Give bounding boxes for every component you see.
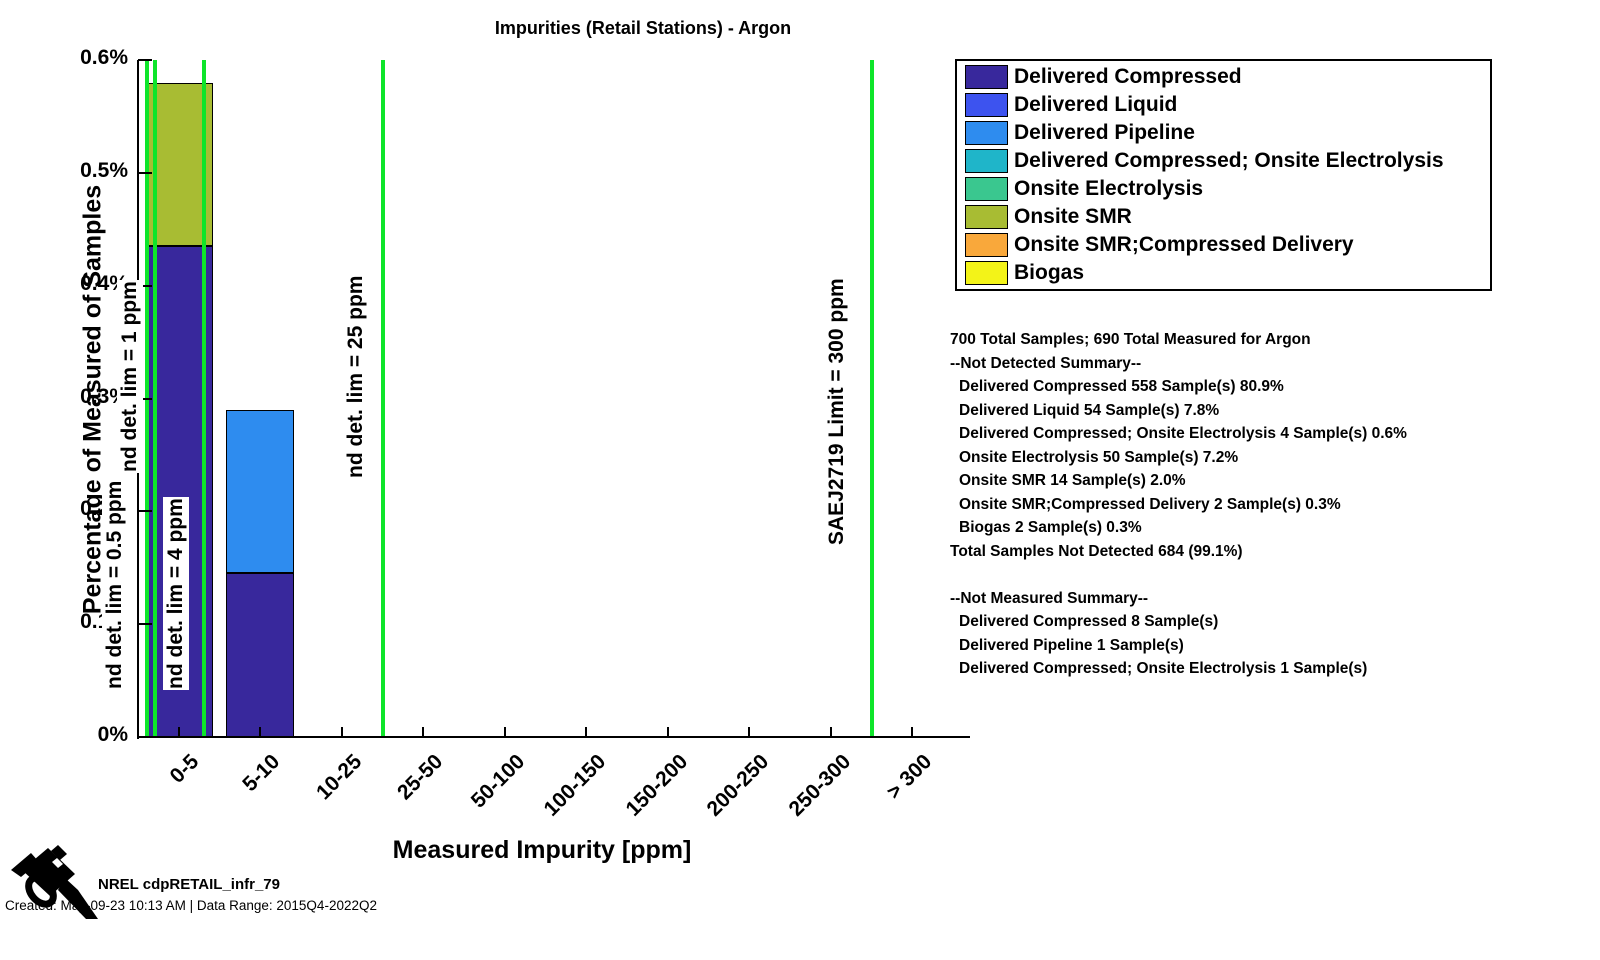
y-tick-0.4% [138, 284, 152, 287]
x-tick-200-250 [748, 727, 751, 737]
summary-line: Onsite Electrolysis 50 Sample(s) 7.2% [959, 448, 1239, 466]
footer-created-line: Created: May-09-23 10:13 AM | Data Range… [5, 898, 377, 913]
limit-line-25ppm [380, 60, 385, 737]
limit-label-0.5ppm: nd det. lim = 0.5 ppm [102, 479, 128, 690]
x-tick-50-100 [503, 727, 506, 737]
x-axis [137, 736, 970, 738]
y-tick-0.6% [138, 59, 152, 61]
legend-label: Delivered Liquid [1014, 93, 1178, 116]
legend-swatch-icon [965, 65, 1008, 89]
y-tick-label: 0.6% [80, 46, 128, 69]
y-tick-label: 0% [97, 723, 128, 746]
summary-line: 700 Total Samples; 690 Total Measured fo… [950, 331, 1311, 348]
chart-title: Impurities (Retail Stations) - Argon [494, 18, 792, 38]
limit-line-300ppm [869, 60, 874, 737]
y-tick-0.2% [138, 510, 152, 513]
x-tick-0-5 [177, 727, 180, 737]
legend-swatch-icon [965, 233, 1008, 257]
limit-line-4ppm [201, 60, 206, 737]
footer-program-label: NREL cdpRETAIL_infr_79 [98, 876, 280, 893]
legend-label: Onsite SMR [1014, 205, 1132, 228]
y-tick-0.3% [138, 397, 152, 400]
legend-label: Delivered Pipeline [1014, 121, 1195, 144]
summary-line: --Not Detected Summary-- [950, 354, 1142, 372]
y-tick-label: 0.3% [80, 384, 128, 408]
limit-label-300ppm: SAEJ2719 Limit = 300 ppm [824, 277, 850, 546]
legend-label: Onsite SMR;Compressed Delivery [1014, 233, 1354, 256]
summary-line: Delivered Compressed; Onsite Electrolysi… [959, 425, 1407, 442]
legend-label: Biogas [1014, 261, 1085, 284]
summary-line: Onsite SMR 14 Sample(s) 2.0% [959, 472, 1186, 489]
legend-label: Onsite Electrolysis [1014, 177, 1204, 200]
limit-label-4ppm: nd det. lim = 4 ppm [163, 497, 189, 690]
bar-segment-5-10-2 [226, 409, 295, 574]
y-tick-0.1% [138, 623, 152, 626]
legend-swatch-icon [965, 261, 1008, 285]
summary-line: Delivered Liquid 54 Sample(s) 7.8% [959, 401, 1220, 419]
summary-line: Total Samples Not Detected 684 (99.1%) [950, 542, 1243, 560]
legend-label: Delivered Compressed; Onsite Electrolysi… [1014, 149, 1444, 172]
legend-label: Delivered Compressed [1014, 65, 1242, 88]
summary-line: Delivered Pipeline 1 Sample(s) [959, 636, 1184, 654]
y-tick-0% [138, 736, 152, 738]
legend-swatch-icon [965, 177, 1008, 201]
summary-line: --Not Measured Summary-- [950, 589, 1149, 607]
legend-swatch-icon [965, 93, 1008, 117]
legend-swatch-icon [965, 121, 1008, 145]
legend: Delivered Compressed Delivered Liquid Deli… [955, 59, 1492, 291]
fuel-nozzle-icon [8, 843, 100, 921]
limit-label-25ppm: nd det. lim = 25 ppm [343, 274, 369, 479]
x-tick-100-150 [585, 727, 588, 737]
x-tick-25-50 [422, 727, 425, 737]
y-tick-label: 0.5% [80, 158, 128, 182]
x-tick-250-300 [829, 727, 832, 737]
legend-swatch-icon [965, 205, 1008, 229]
summary-line: Onsite SMR;Compressed Delivery 2 Sample(… [959, 495, 1341, 513]
summary-line: Delivered Compressed 8 Sample(s) [959, 613, 1219, 630]
limit-line-1ppm [152, 60, 157, 737]
x-tick-5-10 [259, 727, 262, 737]
x-tick-150-200 [666, 727, 669, 737]
bar-segment-5-10-0 [226, 573, 295, 737]
y-tick-0.5% [138, 171, 152, 174]
summary-line: Biogas 2 Sample(s) 0.3% [959, 519, 1142, 536]
y-tick-label: 0.4% [80, 271, 128, 295]
x-tick-10-25 [340, 727, 343, 737]
summary-line: Delivered Compressed 558 Sample(s) 80.9% [959, 378, 1284, 395]
summary-line: Delivered Compressed; Onsite Electrolysi… [959, 660, 1368, 677]
x-axis-title: Measured Impurity [ppm] [392, 836, 692, 864]
x-tick-> 300 [911, 727, 914, 737]
legend-swatch-icon [965, 149, 1008, 173]
limit-label-1ppm: nd det. lim = 1 ppm [117, 280, 143, 473]
